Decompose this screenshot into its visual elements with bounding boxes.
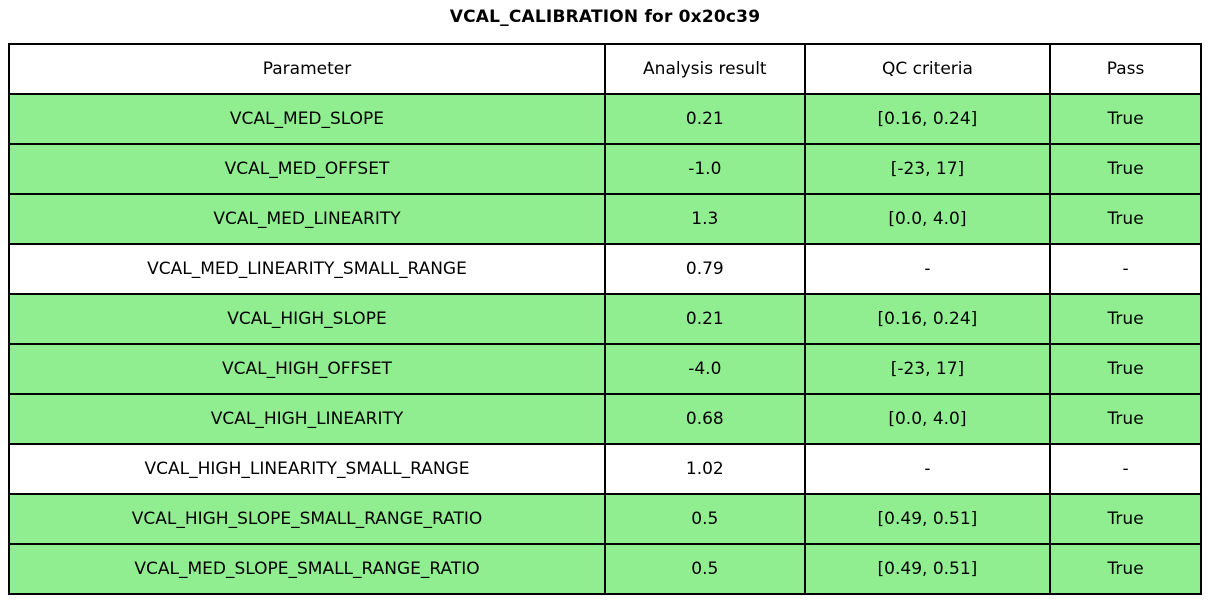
column-header-analysis-result: Analysis result [604, 43, 806, 95]
qc-criteria-cell: [-23, 17] [803, 343, 1052, 395]
table-row: VCAL_HIGH_SLOPE_SMALL_RANGE_RATIO 0.5 [0.4… [8, 493, 1202, 545]
pass-cell: True [1049, 143, 1202, 195]
qc-criteria-cell: [0.16, 0.24] [803, 93, 1052, 145]
analysis-result-cell: 0.21 [604, 293, 806, 345]
parameter-cell: VCAL_HIGH_OFFSET [8, 343, 606, 395]
pass-cell: True [1049, 493, 1202, 545]
column-header-qc-criteria: QC criteria [803, 43, 1052, 95]
parameter-cell: VCAL_MED_LINEARITY_SMALL_RANGE [8, 243, 606, 295]
analysis-result-cell: 0.5 [604, 493, 806, 545]
table-row: VCAL_MED_SLOPE 0.21 [0.16, 0.24] True [8, 93, 1202, 145]
parameter-cell: VCAL_HIGH_SLOPE_SMALL_RANGE_RATIO [8, 493, 606, 545]
table-header-row: Parameter Analysis result QC criteria Pa… [8, 43, 1202, 95]
qc-criteria-cell: [0.0, 4.0] [803, 393, 1052, 445]
analysis-result-cell: 0.21 [604, 93, 806, 145]
parameter-cell: VCAL_MED_SLOPE [8, 93, 606, 145]
pass-cell: - [1049, 443, 1202, 495]
analysis-result-cell: 1.3 [604, 193, 806, 245]
table-row: VCAL_MED_OFFSET -1.0 [-23, 17] True [8, 143, 1202, 195]
parameter-cell: VCAL_HIGH_LINEARITY [8, 393, 606, 445]
pass-cell: - [1049, 243, 1202, 295]
analysis-result-cell: 0.68 [604, 393, 806, 445]
parameter-cell: VCAL_MED_SLOPE_SMALL_RANGE_RATIO [8, 543, 606, 595]
pass-cell: True [1049, 193, 1202, 245]
table-row: VCAL_MED_LINEARITY_SMALL_RANGE 0.79- - [8, 243, 1202, 295]
analysis-result-cell: -1.0 [604, 143, 806, 195]
pass-cell: True [1049, 543, 1202, 595]
pass-cell: True [1049, 393, 1202, 445]
analysis-result-cell: -4.0 [604, 343, 806, 395]
analysis-result-cell: 1.02 [604, 443, 806, 495]
qc-criteria-cell: - [803, 243, 1052, 295]
table-row: VCAL_MED_LINEARITY 1.3 [0.0, 4.0] True [8, 193, 1202, 245]
pass-cell: True [1049, 93, 1202, 145]
parameter-cell: VCAL_MED_OFFSET [8, 143, 606, 195]
qc-criteria-cell: [0.16, 0.24] [803, 293, 1052, 345]
parameter-cell: VCAL_HIGH_SLOPE [8, 293, 606, 345]
qc-criteria-cell: [0.49, 0.51] [803, 493, 1052, 545]
table-row: VCAL_HIGH_LINEARITY 0.68 [0.0, 4.0] True [8, 393, 1202, 445]
table-row: VCAL_MED_SLOPE_SMALL_RANGE_RATIO 0.5 [0.49… [8, 543, 1202, 595]
table-row: VCAL_HIGH_OFFSET -4.0 [-23, 17] True [8, 343, 1202, 395]
qc-criteria-cell: [-23, 17] [803, 143, 1052, 195]
table-body: VCAL_MED_SLOPE 0.21 [0.16, 0.24] True VCAL_M… [8, 93, 1202, 595]
parameter-cell: VCAL_MED_LINEARITY [8, 193, 606, 245]
pass-cell: True [1049, 343, 1202, 395]
qc-criteria-cell: [0.0, 4.0] [803, 193, 1052, 245]
parameter-cell: VCAL_HIGH_LINEARITY_SMALL_RANGE [8, 443, 606, 495]
column-header-pass: Pass [1049, 43, 1202, 95]
analysis-result-cell: 0.79 [604, 243, 806, 295]
table-row: VCAL_HIGH_SLOPE 0.21 [0.16, 0.24] True [8, 293, 1202, 345]
table-row: VCAL_HIGH_LINEARITY_SMALL_RANGE 1.02- - [8, 443, 1202, 495]
qc-criteria-cell: [0.49, 0.51] [803, 543, 1052, 595]
qc-results-table: Parameter Analysis result QC criteria Pa… [8, 43, 1202, 595]
column-header-parameter: Parameter [8, 43, 606, 95]
qc-criteria-cell: - [803, 443, 1052, 495]
page-title: VCAL_CALIBRATION for 0x20c39 [449, 7, 761, 27]
analysis-result-cell: 0.5 [604, 543, 806, 595]
pass-cell: True [1049, 293, 1202, 345]
